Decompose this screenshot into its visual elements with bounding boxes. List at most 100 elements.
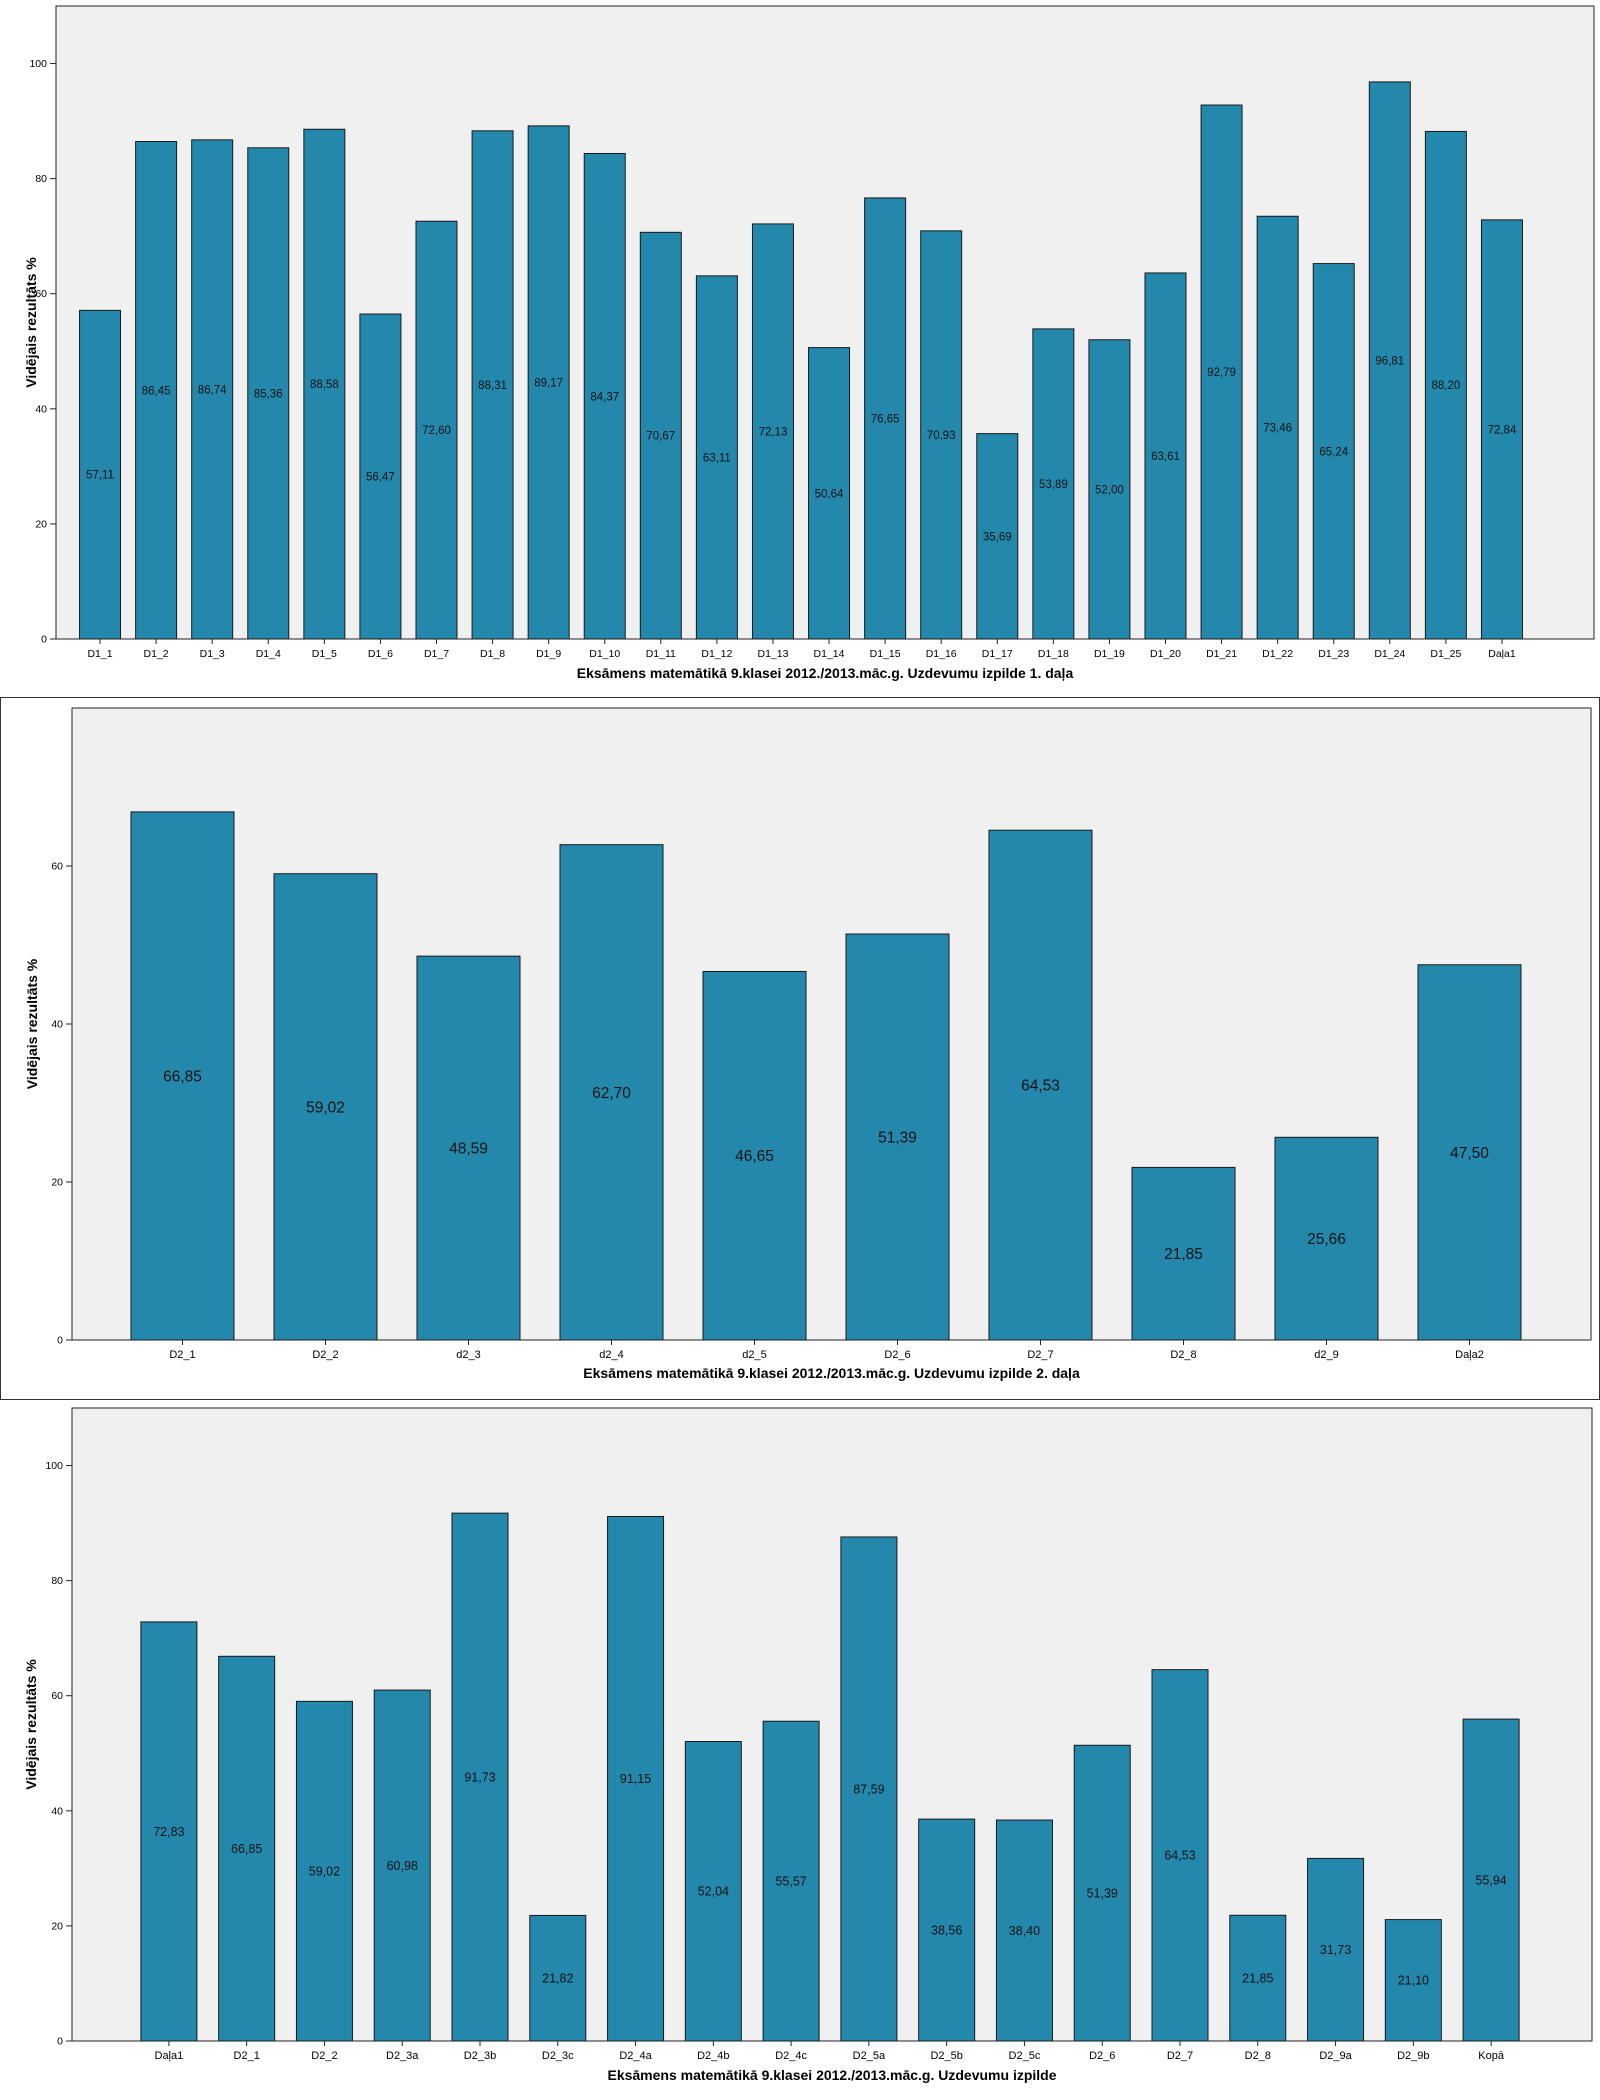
bar-D2_4a [607,1515,665,2042]
bar-D1_12 [695,275,738,640]
x-tick-label-d2_4: d2_4 [599,1349,623,1361]
x-tick-label-D1_6: D1_6 [368,648,393,660]
x-axis-title: Eksāmens matemātikā 9.klasei 2012./2013.… [607,2067,1056,2083]
bar-D1_3 [191,139,234,640]
x-tick-label-D2_2: D2_2 [311,2050,337,2062]
x-tick-label-Daļa1: Daļa1 [155,2050,184,2062]
bar-D1_23 [1312,263,1355,640]
y-tick-label: 0 [41,634,47,646]
data-label-D1_12: 63,11 [703,452,731,464]
x-tick-label-d2_9: d2_9 [1314,1349,1338,1361]
data-label-D2_4b: 52,04 [698,1885,729,1899]
bar-D1_25 [1424,130,1467,640]
data-label-D2_5a: 87,59 [853,1782,884,1796]
bar-D1_19 [1088,339,1131,640]
y-tick-label: 0 [57,1335,63,1347]
chart-panel-part1: 0 20 40 60 80 100 57,11 D1_1 86,45 D1_2 86,74 D1_3 8… [0,0,1600,697]
bar-d2_5 [702,970,807,1341]
data-label-D2_6: 51,39 [1087,1887,1118,1901]
x-tick-label-Daļa1: Daļa1 [1488,648,1516,660]
bar-D2_3a [373,1689,431,2042]
x-tick-label-D1_12: D1_12 [701,648,732,660]
data-label-D1_9: 89,17 [534,377,563,389]
data-label-Daļa1: 72,83 [153,1825,184,1839]
data-label-D2_1: 66,85 [163,1068,202,1085]
bar-Kopā [1462,1718,1520,2042]
bar-D1_10 [583,152,626,640]
data-label-D1_11: 70,67 [646,431,675,443]
bar-d2_3 [416,955,521,1341]
data-label-D1_3: 86,74 [198,384,227,396]
data-label-D1_18: 53,89 [1039,479,1068,491]
data-label-D1_24: 96,81 [1375,355,1404,367]
data-label-D2_6: 51,39 [878,1129,917,1146]
x-tick-label-D1_23: D1_23 [1318,648,1349,660]
y-tick-label: 80 [51,1575,63,1587]
y-tick-label: 100 [45,1460,63,1472]
data-label-D1_10: 84,37 [590,391,619,403]
x-tick-label-D2_1: D2_1 [169,1349,195,1361]
y-tick-label: 40 [51,1805,63,1817]
data-label-D1_20: 63,61 [1151,451,1180,463]
data-label-D1_16: 70,93 [927,430,956,442]
bar-D2_5b [918,1818,976,2042]
data-label-D1_23: 65,24 [1319,446,1348,458]
x-tick-label-D2_9b: D2_9b [1397,2050,1429,2062]
bar-D1_4 [247,147,290,640]
x-tick-label-D2_3b: D2_3b [464,2050,496,2062]
x-tick-label-D1_17: D1_17 [982,648,1013,660]
y-tick-label: 40 [35,403,47,415]
bar-D2_3b [451,1512,509,2042]
x-tick-label-D2_1: D2_1 [234,2050,260,2062]
data-label-D1_14: 50,64 [815,488,844,500]
data-label-D1_6: 56,47 [366,472,395,484]
x-tick-label-D1_11: D1_11 [646,648,676,660]
bar-D2_8 [1229,1914,1287,2042]
data-label-D1_1: 57,11 [86,470,114,482]
bar-D2_6 [845,933,950,1341]
data-label-D1_2: 86,45 [142,385,171,397]
data-label-D2_8: 21,85 [1164,1246,1203,1263]
bar-D1_17 [976,433,1019,640]
bar-D2_2 [295,1700,353,2042]
x-tick-label-D1_19: D1_19 [1094,648,1125,660]
data-label-D1_25: 88,20 [1431,380,1460,392]
y-tick-label: 80 [35,173,47,185]
bar-D2_7 [1151,1669,1209,2042]
y-tick-label: 100 [29,58,47,70]
x-axis-title: Eksāmens matemātikā 9.klasei 2012./2013.… [583,1365,1080,1381]
bar-D1_20 [1144,272,1187,640]
data-label-D2_3a: 60,98 [387,1859,418,1873]
y-tick-label: 60 [51,1690,63,1702]
data-label-d2_9: 25,66 [1307,1231,1346,1248]
bar-D2_5c [995,1819,1053,2042]
y-axis-title: Vidējais rezultāts % [23,257,39,388]
data-label-D2_7: 64,53 [1164,1849,1195,1863]
x-tick-label-D2_4b: D2_4b [697,2050,729,2062]
bar-D1_9 [527,125,570,640]
bar-D2_6 [1073,1744,1131,2042]
x-tick-label-D2_8: D2_8 [1170,1349,1196,1361]
chart-panel-part2: 0 20 40 60 66,85 D2_1 59,02 D2_2 48,59 d2_3 62,70 d… [0,697,1600,1400]
data-label-D2_3b: 91,73 [464,1770,495,1784]
y-tick-label: 20 [35,518,47,530]
data-label-Kopā: 55,94 [1475,1873,1506,1887]
data-label-D2_4c: 55,57 [775,1874,806,1888]
data-label-D1_7: 72,60 [422,425,451,437]
data-label-D1_21: 92,79 [1207,367,1236,379]
bar-D2_9a [1307,1857,1365,2042]
x-tick-label-D1_9: D1_9 [536,648,561,660]
bar-D1_8 [471,130,514,640]
bar-D2_7 [988,829,1093,1341]
bar-chart-total: 0 20 40 60 80 100 72,83 Daļa1 66,85 D2_1 59,02 D2_2… [23,1407,1593,2083]
bar-D1_5 [303,128,346,640]
x-tick-label-d2_3: d2_3 [456,1349,480,1361]
data-label-D2_9b: 21,10 [1398,1974,1429,1988]
y-tick-label: 40 [51,1019,63,1031]
data-label-D1_4: 85,36 [254,388,283,400]
bar-D2_3c [529,1914,587,2042]
data-label-D1_19: 52,00 [1095,484,1124,496]
x-tick-label-D1_25: D1_25 [1430,648,1461,660]
x-tick-label-Kopā: Kopā [1478,2050,1505,2062]
x-tick-label-D1_7: D1_7 [424,648,449,660]
